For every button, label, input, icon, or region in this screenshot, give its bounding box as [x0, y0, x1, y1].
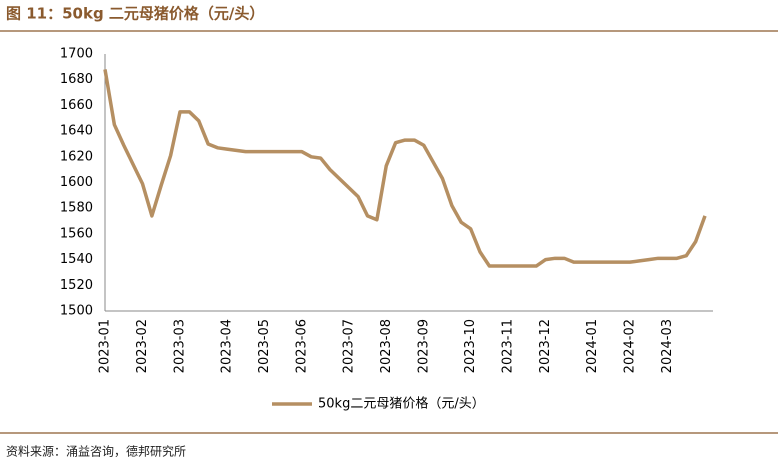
y-tick-label: 1520	[60, 278, 93, 293]
y-tick-label: 1620	[60, 149, 93, 164]
x-tick-label: 2023-01	[98, 319, 113, 373]
y-tick-label: 1660	[60, 98, 93, 113]
x-tick-label: 2023-04	[219, 319, 234, 373]
source: 资料来源：涌益咨询，德邦研究所	[6, 444, 186, 459]
x-tick-label: 2023-08	[379, 319, 394, 373]
x-tick-label: 2023-12	[538, 319, 553, 373]
y-tick-label: 1540	[60, 252, 93, 267]
x-tick-label: 2024-01	[585, 319, 600, 373]
x-tick-label: 2023-07	[341, 319, 356, 373]
x-tick-label: 2023-10	[463, 319, 478, 373]
y-tick-label: 1500	[60, 304, 93, 319]
x-tick-label: 2023-05	[257, 319, 272, 373]
x-tick-label: 2023-02	[135, 319, 150, 373]
y-tick-label: 1580	[60, 201, 93, 216]
series-line	[103, 69, 707, 268]
x-tick-label: 2024-03	[660, 319, 675, 373]
x-tick-label: 2024-02	[623, 319, 638, 373]
legend-label: 50kg二元母猪价格（元/头）	[318, 396, 485, 412]
y-tick-label: 1640	[60, 124, 93, 139]
x-tick-label: 2023-11	[501, 319, 516, 373]
chart-title: 图 11：50kg 二元母猪价格（元/头）	[6, 5, 264, 23]
y-tick-label: 1560	[60, 226, 93, 241]
y-tick-label: 1680	[60, 72, 93, 87]
y-tick-label: 1700	[60, 47, 93, 62]
y-tick-label: 1600	[60, 175, 93, 190]
x-tick-label: 2023-06	[294, 319, 309, 373]
x-tick-label: 2023-03	[173, 319, 188, 373]
x-tick-label: 2023-09	[416, 319, 431, 373]
